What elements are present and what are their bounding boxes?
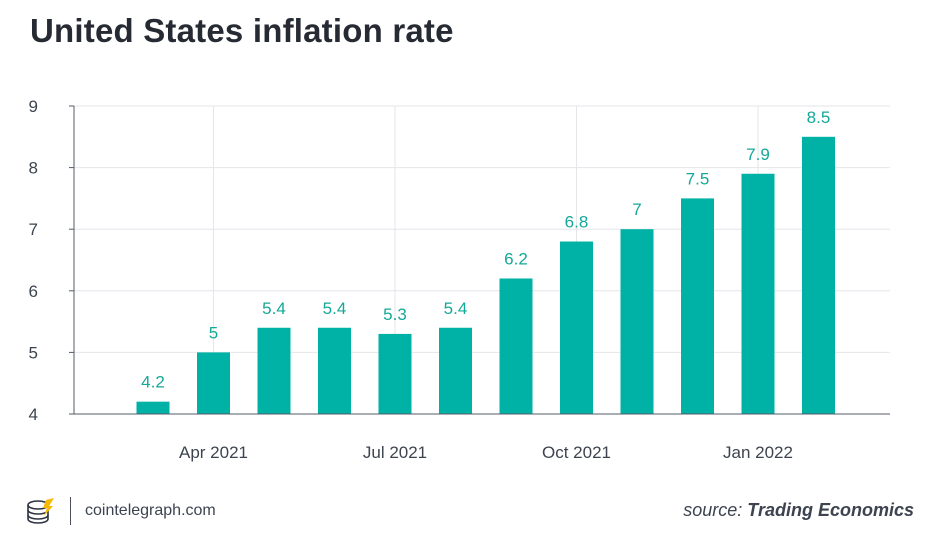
y-tick-label: 5 bbox=[29, 343, 38, 362]
site-name: cointelegraph.com bbox=[85, 502, 216, 519]
data-label: 5 bbox=[209, 323, 218, 342]
chart-title: United States inflation rate bbox=[30, 12, 454, 49]
y-tick-label: 8 bbox=[29, 159, 38, 178]
cointelegraph-logo-icon bbox=[27, 498, 54, 524]
data-label: 5.4 bbox=[323, 299, 347, 318]
data-label: 5.4 bbox=[444, 299, 468, 318]
source-prefix: source: bbox=[683, 500, 743, 520]
data-labels: 4.2 5 5.4 5.4 5.3 5.4 6.2 6.8 7 7.5 7.9 8.5 bbox=[141, 108, 830, 392]
bar-jan-2022 bbox=[741, 173, 775, 414]
data-label: 5.4 bbox=[262, 299, 286, 318]
y-tick-label: 7 bbox=[29, 220, 38, 239]
bar-oct-2021 bbox=[560, 241, 593, 414]
y-axis: 4 5 6 7 8 9 bbox=[29, 97, 75, 424]
x-tick-label: Apr 2021 bbox=[179, 443, 248, 462]
data-label: 6.8 bbox=[565, 213, 589, 232]
bars bbox=[136, 136, 835, 415]
bar-mar-2021 bbox=[136, 401, 170, 414]
bar-aug-2021 bbox=[439, 327, 472, 414]
data-label: 8.5 bbox=[807, 108, 831, 127]
bar-nov-2021 bbox=[620, 229, 654, 414]
data-label: 7.9 bbox=[746, 145, 770, 164]
y-tick-label: 4 bbox=[29, 405, 38, 424]
y-tick-label: 6 bbox=[29, 282, 38, 301]
x-tick-label: Jul 2021 bbox=[363, 443, 427, 462]
data-label: 7.5 bbox=[686, 169, 710, 188]
bar-jun-2021 bbox=[318, 327, 351, 414]
footer-brand: cointelegraph.com bbox=[24, 494, 216, 528]
x-tick-label: Jan 2022 bbox=[723, 443, 793, 462]
data-label: 4.2 bbox=[141, 373, 165, 392]
bar-jul-2021 bbox=[378, 333, 412, 414]
data-label: 7 bbox=[632, 200, 641, 219]
footer-divider bbox=[70, 497, 71, 525]
x-tick-label: Oct 2021 bbox=[542, 443, 611, 462]
data-label: 5.3 bbox=[383, 305, 407, 324]
y-tick-label: 9 bbox=[29, 97, 38, 116]
data-label: 6.2 bbox=[504, 249, 528, 268]
bar-sep-2021 bbox=[499, 278, 533, 414]
source-name: Trading Economics bbox=[747, 500, 914, 520]
bar-feb-2022 bbox=[802, 136, 835, 415]
x-axis: Apr 2021 Jul 2021 Oct 2021 Jan 2022 bbox=[74, 413, 890, 462]
bar-may-2021 bbox=[257, 327, 291, 414]
bar-dec-2021 bbox=[681, 198, 714, 414]
bar-apr-2021 bbox=[197, 352, 230, 414]
source-credit: source: Trading Economics bbox=[683, 500, 914, 521]
